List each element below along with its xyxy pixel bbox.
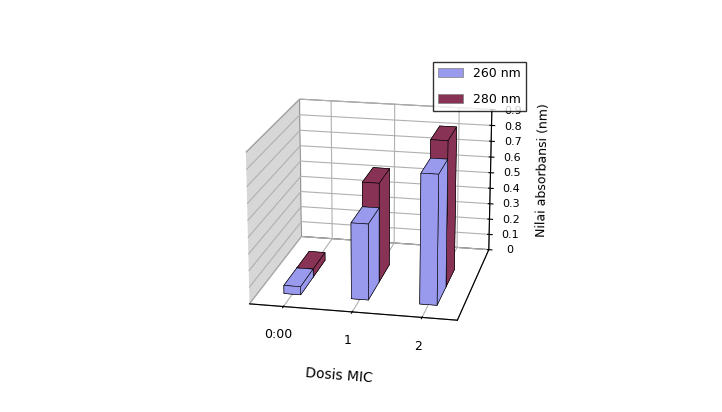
X-axis label: Dosis MIC: Dosis MIC	[305, 366, 373, 386]
Legend: 260 nm, 280 nm: 260 nm, 280 nm	[433, 62, 526, 110]
